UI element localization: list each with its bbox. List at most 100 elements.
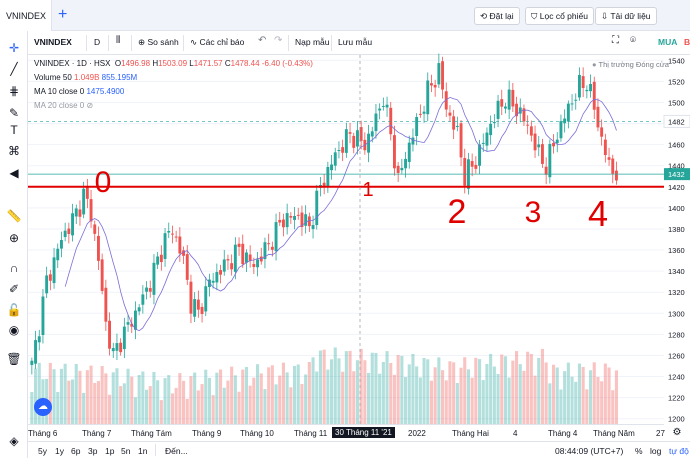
range-5y[interactable]: 5y xyxy=(38,446,47,456)
volume-bar xyxy=(74,364,78,424)
fullscreen-icon[interactable]: ⛶ xyxy=(612,35,619,46)
volume-bar xyxy=(455,383,459,424)
time-label: Tháng 7 xyxy=(82,429,112,438)
brush-icon[interactable]: ✎ xyxy=(8,106,20,120)
buy-button[interactable]: MUA xyxy=(658,37,678,47)
magnet-icon[interactable]: ∩ xyxy=(9,261,19,275)
candle-body xyxy=(115,343,119,351)
bottom-bar: 5y 1y 6p 3p 1p 5n 1n Đến... 08:44:09 (UT… xyxy=(28,441,690,458)
volume-bar xyxy=(219,369,223,424)
volume-bar xyxy=(322,349,326,424)
stock-filter-button[interactable]: ⛉ Lọc cổ phiếu xyxy=(525,7,594,25)
auto-toggle[interactable]: tự độ xyxy=(669,446,689,456)
volume-bar xyxy=(196,390,200,424)
range-3m[interactable]: 3p xyxy=(88,446,98,456)
ruler-icon[interactable]: 📏 xyxy=(6,209,22,223)
legend-ma10[interactable]: MA 10 close 0 1475.4900 xyxy=(34,87,124,96)
volume-bar xyxy=(48,362,52,424)
fib-icon[interactable]: ⋕ xyxy=(8,84,20,98)
volume-bar xyxy=(126,368,130,424)
time-axis[interactable]: Tháng 6 Tháng 7 Tháng Tám Tháng 9 Tháng … xyxy=(28,424,665,440)
tab-vnindex[interactable]: VNINDEX xyxy=(0,0,52,31)
volume-bar xyxy=(67,380,71,424)
volume-bar xyxy=(426,359,430,424)
undo-button[interactable]: ⟲ Đặt lại xyxy=(474,7,520,25)
price-axis[interactable]: 1540 1520 1500 1480 1460 1440 1420 1400 1380 1360… xyxy=(663,56,690,424)
snapshot-icon[interactable]: ⌾ xyxy=(630,35,636,46)
current-price-label: 1432 xyxy=(668,170,685,179)
lock-drawing-icon[interactable]: ✐ xyxy=(8,282,20,296)
candle-body xyxy=(574,99,578,101)
candle-body xyxy=(559,121,563,139)
redo-icon[interactable]: ↷ xyxy=(274,35,283,46)
volume-bar xyxy=(507,377,511,424)
price-tick: 1220 xyxy=(668,394,685,403)
log-toggle[interactable]: log xyxy=(650,446,662,456)
price-tick: 1540 xyxy=(668,56,685,65)
volume-bar xyxy=(429,380,433,424)
price-tick: 1300 xyxy=(668,309,685,318)
download-button[interactable]: ⇩ Tải dữ liệu xyxy=(595,7,657,25)
candle-body xyxy=(478,144,481,166)
text-icon[interactable]: T xyxy=(10,123,18,137)
layers-icon[interactable]: ◈ xyxy=(9,434,19,448)
axis-settings-icon[interactable]: ⚙ xyxy=(672,427,682,438)
pattern-icon[interactable]: ⌘ xyxy=(8,144,20,158)
volume-bar xyxy=(422,358,426,424)
goto-date-button[interactable]: Đến... xyxy=(165,446,188,456)
range-6m[interactable]: 6p xyxy=(71,446,81,456)
arrow-left-icon[interactable]: ◀ xyxy=(9,166,19,180)
candle-body xyxy=(485,132,489,146)
candle-body xyxy=(196,299,200,310)
cloud-logo-icon[interactable]: ☁ xyxy=(34,398,52,416)
price-tick: 1440 xyxy=(668,162,685,171)
trash-icon[interactable]: 🗑 xyxy=(6,352,22,366)
volume-bar xyxy=(574,381,578,424)
current-price-box xyxy=(664,168,690,181)
volume-bar xyxy=(600,381,604,424)
volume-bar xyxy=(141,371,145,424)
volume-value-1: 1.049B xyxy=(74,73,100,82)
trend-line-icon[interactable]: ╱ xyxy=(10,62,18,76)
zoom-in-icon[interactable]: ⊕ xyxy=(8,231,20,245)
indicators-button[interactable]: ∿ Các chỉ báo xyxy=(190,37,244,48)
volume-bar xyxy=(85,370,89,424)
range-1m[interactable]: 1p xyxy=(105,446,115,456)
interval-button[interactable]: D xyxy=(94,37,101,47)
range-1y[interactable]: 1y xyxy=(55,446,64,456)
candle-body xyxy=(63,230,67,238)
volume-bar xyxy=(470,377,474,424)
volume-bar xyxy=(281,362,285,424)
candle-body xyxy=(270,246,274,250)
add-tab-icon[interactable]: + xyxy=(58,6,68,23)
clock-label[interactable]: 08:44:09 (UTC+7) xyxy=(555,446,624,456)
legend-ma20[interactable]: MA 20 close 0 ⊘ xyxy=(34,101,93,110)
undo-icon[interactable]: ↶ xyxy=(258,35,267,46)
save-template-button[interactable]: Lưu mẫu xyxy=(338,37,373,47)
compare-button[interactable]: ⊕ So sánh xyxy=(138,37,179,48)
candle-type-icon[interactable]: ⫴ xyxy=(116,35,121,46)
candle-body xyxy=(34,340,37,364)
crosshair-icon[interactable]: ✛ xyxy=(8,41,20,55)
volume-bar xyxy=(381,361,385,424)
volume-bar xyxy=(211,395,215,424)
volume-bar xyxy=(415,366,419,424)
range-5d[interactable]: 5n xyxy=(121,446,131,456)
volume-bar xyxy=(89,365,93,424)
load-template-button[interactable]: Nạp mẫu xyxy=(295,37,330,47)
candle-body xyxy=(78,209,82,217)
legend-volume[interactable]: Volume 50 1.049B 855.195M xyxy=(34,73,137,82)
eye-icon[interactable]: ◉ xyxy=(8,323,20,337)
lock-icon[interactable]: 🔓 xyxy=(6,303,22,317)
volume-bar xyxy=(252,377,256,424)
volume-bar xyxy=(270,365,274,424)
volume-bar xyxy=(133,397,137,424)
hidden-eye-icon[interactable]: ⊘ xyxy=(86,101,94,110)
percent-toggle[interactable]: % xyxy=(635,446,643,456)
sell-button[interactable]: BÁ xyxy=(684,37,690,47)
volume-bar xyxy=(529,353,533,424)
symbol-field[interactable]: VNINDEX xyxy=(34,37,72,47)
volume-bar xyxy=(444,380,448,424)
range-1d[interactable]: 1n xyxy=(138,446,148,456)
